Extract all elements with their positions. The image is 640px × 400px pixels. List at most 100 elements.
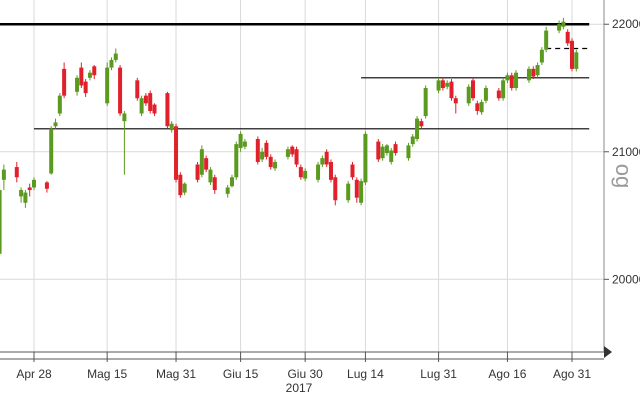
candle-body <box>561 21 566 27</box>
candle-body <box>113 53 118 60</box>
candle-body <box>109 59 114 68</box>
candle-body <box>557 24 562 31</box>
candle-body <box>354 179 359 198</box>
candle-body <box>514 72 519 88</box>
candle-body <box>324 151 329 165</box>
candle-body <box>320 158 325 165</box>
candle-body <box>376 141 381 160</box>
candle-body <box>333 177 338 201</box>
candle-body <box>14 167 19 178</box>
candle-body <box>419 121 424 127</box>
candle-body <box>234 144 239 178</box>
candle-body <box>135 80 140 99</box>
candle-body <box>535 65 540 76</box>
candle-body <box>122 113 127 122</box>
candle-body <box>479 102 484 113</box>
candle-body <box>199 149 204 175</box>
candle-body <box>350 164 355 178</box>
candle-body <box>406 145 411 159</box>
candle-body <box>475 103 480 111</box>
candle-body <box>44 182 49 189</box>
candle-body <box>242 141 247 147</box>
x-tick-label: Ago 31 <box>553 367 591 381</box>
candle-body <box>255 139 260 162</box>
candle-body <box>204 158 209 170</box>
candle-body <box>544 30 549 50</box>
candle-body <box>539 49 544 63</box>
watermark-text: og <box>611 164 636 188</box>
candle-body <box>393 144 398 154</box>
candle-body <box>1 169 6 180</box>
candle-body <box>423 88 428 117</box>
candles <box>0 17 579 257</box>
candle-body <box>23 192 28 203</box>
candle-body <box>483 88 488 101</box>
x-tick-label: Apr 28 <box>16 367 52 381</box>
candle-body <box>19 190 24 197</box>
candle-body <box>0 190 2 254</box>
candle-body <box>509 75 514 88</box>
candle-body <box>380 146 385 159</box>
candle-body <box>346 183 351 201</box>
candle-body <box>53 122 58 127</box>
candle-body <box>298 167 303 178</box>
candle-body <box>264 142 269 157</box>
candle-body <box>501 80 506 99</box>
candle-body <box>260 151 265 160</box>
y-tick-label: 22000 <box>612 17 640 31</box>
candle-body <box>505 75 510 81</box>
candle-body <box>79 67 84 86</box>
candle-body <box>49 128 54 174</box>
candle-body <box>165 93 170 127</box>
candle-body <box>359 181 364 203</box>
candle-body <box>143 95 148 104</box>
candle-body <box>169 123 174 131</box>
candle-body <box>273 161 278 169</box>
candle-body <box>410 136 415 145</box>
x-tick-label: Lug 31 <box>420 367 457 381</box>
candle-body <box>303 170 308 179</box>
candle-body <box>565 31 570 44</box>
y-tick-label: 20000 <box>612 272 640 286</box>
candle-body <box>229 177 234 187</box>
candle-body <box>384 145 389 154</box>
candle-body <box>178 174 183 196</box>
candle-body <box>212 177 217 191</box>
x-tick-label: Lug 14 <box>347 367 384 381</box>
candle-body <box>139 98 144 114</box>
candle-body <box>294 149 299 165</box>
candle-body <box>440 80 445 88</box>
candle-body <box>531 68 536 77</box>
candle-body <box>152 104 157 114</box>
candle-body <box>389 150 394 162</box>
candle-body <box>83 81 88 94</box>
y-axis: 22000 21000 20000 <box>603 0 640 358</box>
candle-body <box>290 146 295 155</box>
candle-body <box>526 68 531 81</box>
x-year-label: 2017 <box>286 381 313 395</box>
candle-body <box>87 72 92 78</box>
x-tick-label: Mag 15 <box>87 367 127 381</box>
x-axis: Apr 28 Mag 15 Mag 31 Giu 15 Giu 30 Lug 14 Lug … <box>0 351 604 381</box>
candle-body <box>32 179 36 188</box>
candle-body <box>496 90 501 99</box>
candle-body <box>363 133 368 183</box>
candle-body <box>148 93 153 111</box>
x-tick-label: Ago 16 <box>488 367 526 381</box>
candle-body <box>105 67 110 104</box>
x-tick-label: Giu 30 <box>287 367 323 381</box>
level-lines <box>0 22 590 130</box>
candle-body <box>466 86 471 104</box>
candle-body <box>195 164 200 180</box>
candle-body <box>570 40 574 69</box>
candle-body <box>27 187 32 191</box>
candle-body <box>285 149 290 157</box>
candle-body <box>316 164 321 180</box>
candle-body <box>268 156 273 168</box>
candle-body <box>238 133 243 148</box>
candle-body <box>449 81 454 99</box>
candle-body <box>328 161 333 180</box>
candle-body <box>118 67 123 114</box>
candle-body <box>453 98 458 104</box>
candle-body <box>225 187 230 194</box>
